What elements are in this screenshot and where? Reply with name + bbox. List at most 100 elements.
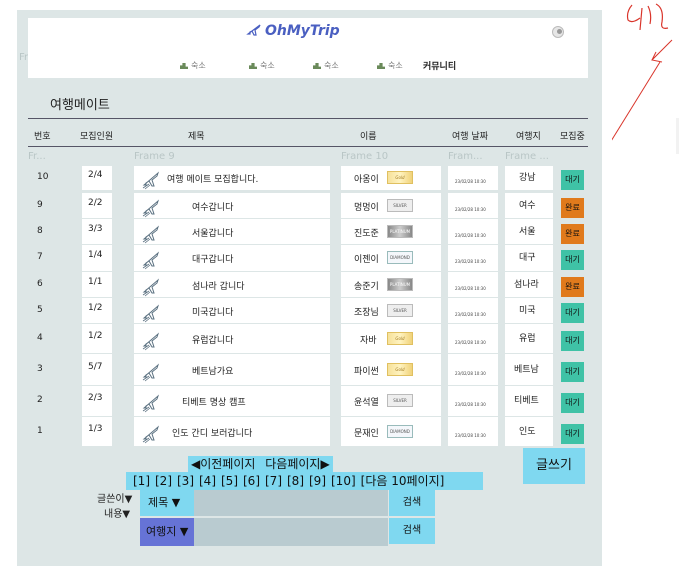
destination-select[interactable]: 여행지 ▼ [140, 518, 194, 546]
post-title-link[interactable]: 인도 간디 보러갑니다 [172, 429, 253, 439]
post-title-link[interactable]: 베트남가요 [192, 367, 234, 377]
cell-bg [505, 354, 553, 385]
search-option-writer[interactable]: 글쓴이▼ [97, 494, 133, 505]
recruit-count: 2/2 [88, 198, 103, 208]
menu-item-lodging-4[interactable]: 숙소 [377, 60, 403, 71]
page-link-3[interactable]: [3] [177, 474, 194, 488]
lodging-icon [377, 63, 385, 69]
cell-bg [82, 166, 112, 190]
travel-date: 23/02/28 10:30 [455, 402, 486, 407]
menu-item-community[interactable]: 커뮤니티 [423, 62, 457, 72]
logo[interactable]: OhMyTrip [246, 22, 340, 39]
status-badge[interactable]: 대기 [561, 303, 584, 323]
travel-date: 23/02/28 10:30 [455, 259, 486, 264]
write-button[interactable]: 글쓰기 [523, 448, 585, 484]
next-10-pages-link[interactable]: [다음 10페이지] [360, 474, 445, 488]
destination: 여수 [519, 201, 536, 211]
airplane-icon [142, 363, 160, 382]
ticket-badge: Gold [387, 171, 413, 184]
avatar-icon[interactable] [552, 26, 564, 38]
cell-bg [134, 193, 330, 218]
author-name: 아옹이 [354, 175, 379, 185]
travel-date: 23/02/28 10:30 [455, 433, 486, 438]
cell-bg [505, 417, 553, 446]
divider [28, 118, 588, 119]
page-numbers: [1] [2] [3] [4] [5] [6] [7] [8] [9] [10] [다음 10페이지… [126, 472, 483, 490]
destination-search-input[interactable] [194, 518, 388, 546]
status-badge[interactable]: 대기 [561, 331, 584, 351]
airplane-icon [142, 425, 160, 444]
prev-page-link[interactable]: ◀이전페이지 [191, 457, 256, 471]
cell-bg [134, 354, 330, 385]
recruit-count: 1/1 [88, 277, 103, 287]
cell-bg [82, 193, 112, 218]
top-nav [28, 18, 588, 78]
status-badge[interactable]: 완료 [561, 198, 584, 218]
menu-item-lodging-3[interactable]: 숙소 [313, 60, 339, 71]
author-name: 이젠이 [354, 255, 379, 265]
col-header-recruit: 모집인원 [80, 132, 114, 142]
cell-bg [448, 193, 498, 218]
logo-text: OhMyTrip [265, 23, 340, 39]
frame-label: Fr... [28, 151, 46, 162]
status-badge[interactable]: 대기 [561, 170, 584, 190]
lodging-icon [180, 63, 188, 69]
post-title-link[interactable]: 여행 메이트 모집합니다. [167, 175, 259, 185]
cell-bg [505, 324, 553, 353]
travel-date: 23/02/28 10:30 [455, 340, 486, 345]
page-link-5[interactable]: [5] [221, 474, 238, 488]
col-header-no: 번호 [34, 132, 51, 142]
recruit-count: 1/2 [88, 331, 103, 341]
page-link-1[interactable]: [1] [133, 474, 150, 488]
status-badge[interactable]: 대기 [561, 424, 584, 444]
destination-search-button[interactable]: 검색 [389, 518, 435, 544]
search-type-select[interactable]: 제목 ▼ [140, 490, 194, 516]
next-page-link[interactable]: 다음페이지▶ [265, 457, 330, 471]
page-link-7[interactable]: [7] [265, 474, 282, 488]
post-title-link[interactable]: 여수갑니다 [192, 203, 234, 213]
post-title-link[interactable]: 유럽갑니다 [192, 336, 234, 346]
status-badge[interactable]: 대기 [561, 362, 584, 382]
col-header-status: 모집중 [560, 132, 585, 142]
frame-label: Frame 9 [134, 151, 175, 162]
pager-nav: ◀이전페이지 다음페이지▶ [188, 456, 333, 472]
page-link-4[interactable]: [4] [199, 474, 216, 488]
airplane-icon [142, 332, 160, 351]
cell-bg [505, 166, 553, 190]
post-title-link[interactable]: 서울갑니다 [192, 229, 234, 239]
cell-bg [82, 417, 112, 446]
travel-date: 23/02/28 10:30 [455, 207, 486, 212]
author-name: 윤석열 [354, 398, 379, 408]
cell-bg [134, 166, 330, 190]
airplane-icon [142, 225, 160, 244]
travel-date: 23/02/28 10:30 [455, 179, 486, 184]
recruit-count: 1/2 [88, 303, 103, 313]
status-badge[interactable]: 완료 [561, 224, 584, 244]
page-link-9[interactable]: [9] [309, 474, 326, 488]
status-badge[interactable]: 완료 [561, 277, 584, 297]
recruit-count: 2/4 [88, 170, 103, 180]
search-button[interactable]: 검색 [389, 490, 435, 516]
menu-item-lodging-1[interactable]: 숙소 [180, 60, 206, 71]
post-title-link[interactable]: 대구갑니다 [192, 255, 234, 265]
cell-bg [134, 298, 330, 323]
page-link-6[interactable]: [6] [243, 474, 260, 488]
cell-bg [134, 272, 330, 297]
menu-item-lodging-2[interactable]: 숙소 [249, 60, 275, 71]
search-option-content[interactable]: 내용▼ [104, 509, 131, 520]
page-link-2[interactable]: [2] [155, 474, 172, 488]
destination: 미국 [519, 306, 536, 316]
author-name: 파이썬 [354, 367, 379, 377]
cell-bg [505, 245, 553, 271]
search-input[interactable] [194, 490, 388, 516]
post-title-link[interactable]: 섬나라 갑니다 [192, 282, 245, 292]
status-badge[interactable]: 대기 [561, 250, 584, 270]
post-title-link[interactable]: 티베트 명상 캠프 [182, 398, 246, 408]
cell-bg [82, 386, 112, 416]
post-title-link[interactable]: 미국갑니다 [192, 308, 234, 318]
cell-bg [82, 219, 112, 244]
page-link-10[interactable]: [10] [331, 474, 356, 488]
page-link-8[interactable]: [8] [287, 474, 304, 488]
status-badge[interactable]: 대기 [561, 393, 584, 413]
recruit-count: 1/4 [88, 250, 103, 260]
